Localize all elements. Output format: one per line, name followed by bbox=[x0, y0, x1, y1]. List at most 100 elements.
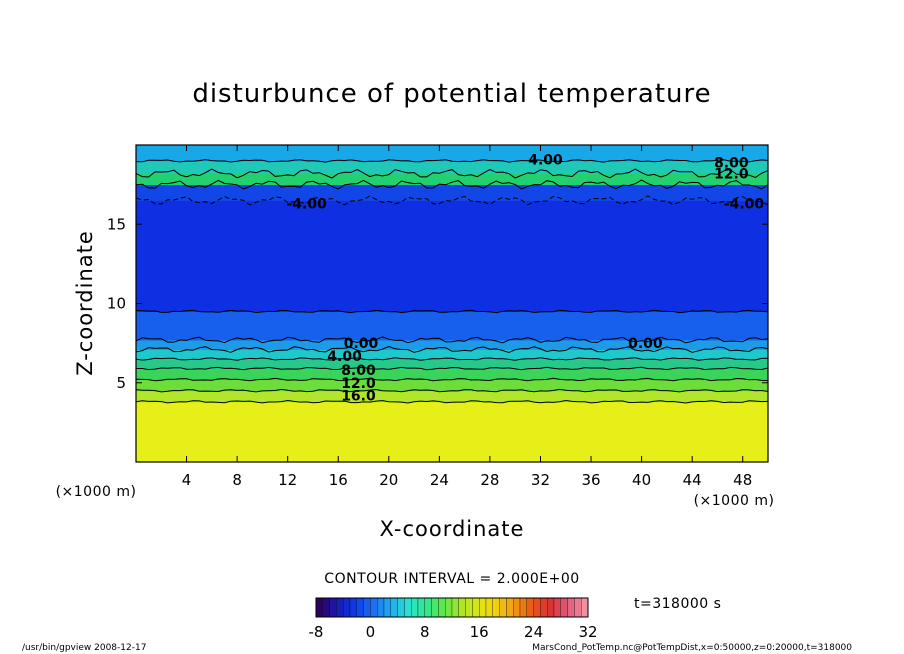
contour-label-7: -4.00 bbox=[724, 197, 765, 213]
contour-line-11 bbox=[136, 159, 768, 163]
contour-label-9: 8.00 bbox=[714, 155, 749, 171]
x-tick-label-8: 36 bbox=[581, 471, 600, 489]
colorbar bbox=[315, 597, 589, 618]
colorbar-cell-29 bbox=[513, 597, 521, 618]
colorbar-cell-15 bbox=[417, 597, 425, 618]
x-axis-unit: (×1000 m) bbox=[694, 493, 775, 509]
field-band-8 bbox=[136, 200, 768, 312]
colorbar-tick-label-0: -8 bbox=[309, 623, 324, 641]
contour-label-3: 8.00 bbox=[341, 363, 376, 379]
contour-line-10 bbox=[136, 168, 768, 179]
field-band-7 bbox=[136, 311, 768, 341]
field-band-3 bbox=[136, 368, 768, 381]
heatmap-field bbox=[136, 145, 768, 462]
colorbar-cell-0 bbox=[315, 597, 323, 618]
colorbar-cell-26 bbox=[492, 597, 500, 618]
colorbar-tick-label-5: 32 bbox=[578, 623, 597, 641]
contour-line-3 bbox=[136, 366, 768, 371]
colorbar-cell-28 bbox=[506, 597, 514, 618]
colorbar-cell-1 bbox=[322, 597, 330, 618]
colorbar-cell-36 bbox=[560, 597, 568, 618]
colorbar-cell-13 bbox=[404, 597, 412, 618]
chart-title: disturbunce of potential temperature bbox=[192, 79, 711, 109]
colorbar-cell-5 bbox=[349, 597, 357, 618]
field-band-5 bbox=[136, 349, 768, 360]
contour-label-6: -4.00 bbox=[286, 197, 327, 213]
contour-label-5: 16.0 bbox=[341, 388, 376, 404]
colorbar-cell-12 bbox=[397, 597, 405, 618]
colorbar-tick-label-2: 8 bbox=[420, 623, 430, 641]
colorbar-cell-25 bbox=[485, 597, 493, 618]
x-tick-label-10: 44 bbox=[683, 471, 702, 489]
colorbar-frame bbox=[315, 597, 589, 618]
colorbar-cell-38 bbox=[574, 597, 582, 618]
field-band-4 bbox=[136, 358, 768, 369]
contour-line-8 bbox=[136, 195, 768, 206]
x-axis-ticks: 4 8 12 16 20 24 28 32 36 40 44 48 bbox=[182, 145, 752, 489]
colorbar-cell-21 bbox=[458, 597, 466, 618]
colorbar-cell-11 bbox=[390, 597, 398, 618]
colorbar-cell-33 bbox=[540, 597, 548, 618]
x-tick-label-9: 40 bbox=[632, 471, 651, 489]
contour-label-8: 4.00 bbox=[528, 152, 563, 168]
x-tick-label-5: 24 bbox=[430, 471, 449, 489]
colorbar-cell-23 bbox=[472, 597, 480, 618]
field-band-9 bbox=[136, 184, 768, 201]
colorbar-cell-24 bbox=[479, 597, 487, 618]
colorbar-cell-27 bbox=[499, 597, 507, 618]
y-axis-label: Z-coordinate bbox=[73, 230, 97, 376]
contour-label-2: 4.00 bbox=[327, 349, 362, 365]
field-band-12 bbox=[136, 145, 768, 162]
colorbar-cell-39 bbox=[581, 597, 589, 618]
field-band-11 bbox=[136, 160, 768, 175]
contour-label-4: 12.0 bbox=[341, 376, 376, 392]
contour-lines bbox=[136, 159, 768, 404]
footer-right: MarsCond_PotTemp.nc@PotTempDist,x=0:5000… bbox=[532, 643, 852, 653]
colorbar-cell-6 bbox=[356, 597, 364, 618]
colorbar-cell-7 bbox=[363, 597, 371, 618]
colorbar-tick-label-4: 24 bbox=[524, 623, 543, 641]
x-tick-label-11: 48 bbox=[733, 471, 752, 489]
contour-line-7 bbox=[136, 309, 768, 314]
colorbar-cell-19 bbox=[445, 597, 453, 618]
colorbar-ticks: -8 0 8 16 24 32 bbox=[309, 623, 598, 641]
colorbar-cell-10 bbox=[383, 597, 391, 618]
colorbar-cell-35 bbox=[553, 597, 561, 618]
x-tick-label-0: 4 bbox=[182, 471, 192, 489]
colorbar-cell-31 bbox=[526, 597, 534, 618]
colorbar-cell-17 bbox=[431, 597, 439, 618]
colorbar-cell-18 bbox=[438, 597, 446, 618]
field-band-1 bbox=[136, 390, 768, 403]
contour-interval-text: CONTOUR INTERVAL = 2.000E+00 bbox=[324, 571, 579, 587]
x-axis-label: X-coordinate bbox=[380, 517, 525, 541]
colorbar-cell-9 bbox=[377, 597, 385, 618]
colorbar-cell-34 bbox=[547, 597, 555, 618]
colorbar-cell-22 bbox=[465, 597, 473, 618]
y-tick-label-0: 5 bbox=[116, 374, 126, 392]
colorbar-cell-20 bbox=[451, 597, 459, 618]
contour-line-4 bbox=[136, 357, 768, 361]
field-band-2 bbox=[136, 379, 768, 392]
colorbar-cell-8 bbox=[370, 597, 378, 618]
x-tick-label-4: 20 bbox=[379, 471, 398, 489]
contour-line-1 bbox=[136, 388, 768, 393]
contour-label-10: 12.0 bbox=[714, 167, 749, 183]
colorbar-cell-16 bbox=[424, 597, 432, 618]
x-tick-label-6: 28 bbox=[480, 471, 499, 489]
footer-left: /usr/bin/gpview 2008-12-17 bbox=[22, 643, 146, 653]
contour-label-1: 0.00 bbox=[628, 336, 663, 352]
colorbar-cell-14 bbox=[411, 597, 419, 618]
contour-line-5 bbox=[136, 345, 768, 354]
field-band-0 bbox=[136, 401, 768, 462]
colorbar-cell-4 bbox=[343, 597, 351, 618]
field-band-10 bbox=[136, 173, 768, 186]
field-band-6 bbox=[136, 339, 768, 350]
z-axis-unit: (×1000 m) bbox=[56, 484, 137, 500]
colorbar-cell-32 bbox=[533, 597, 541, 618]
time-text: t=318000 s bbox=[634, 596, 721, 612]
x-tick-label-7: 32 bbox=[531, 471, 550, 489]
contour-label-0: 0.00 bbox=[344, 336, 379, 352]
contour-line-9 bbox=[136, 179, 768, 190]
y-tick-label-1: 10 bbox=[107, 295, 126, 313]
colorbar-tick-label-3: 16 bbox=[470, 623, 489, 641]
